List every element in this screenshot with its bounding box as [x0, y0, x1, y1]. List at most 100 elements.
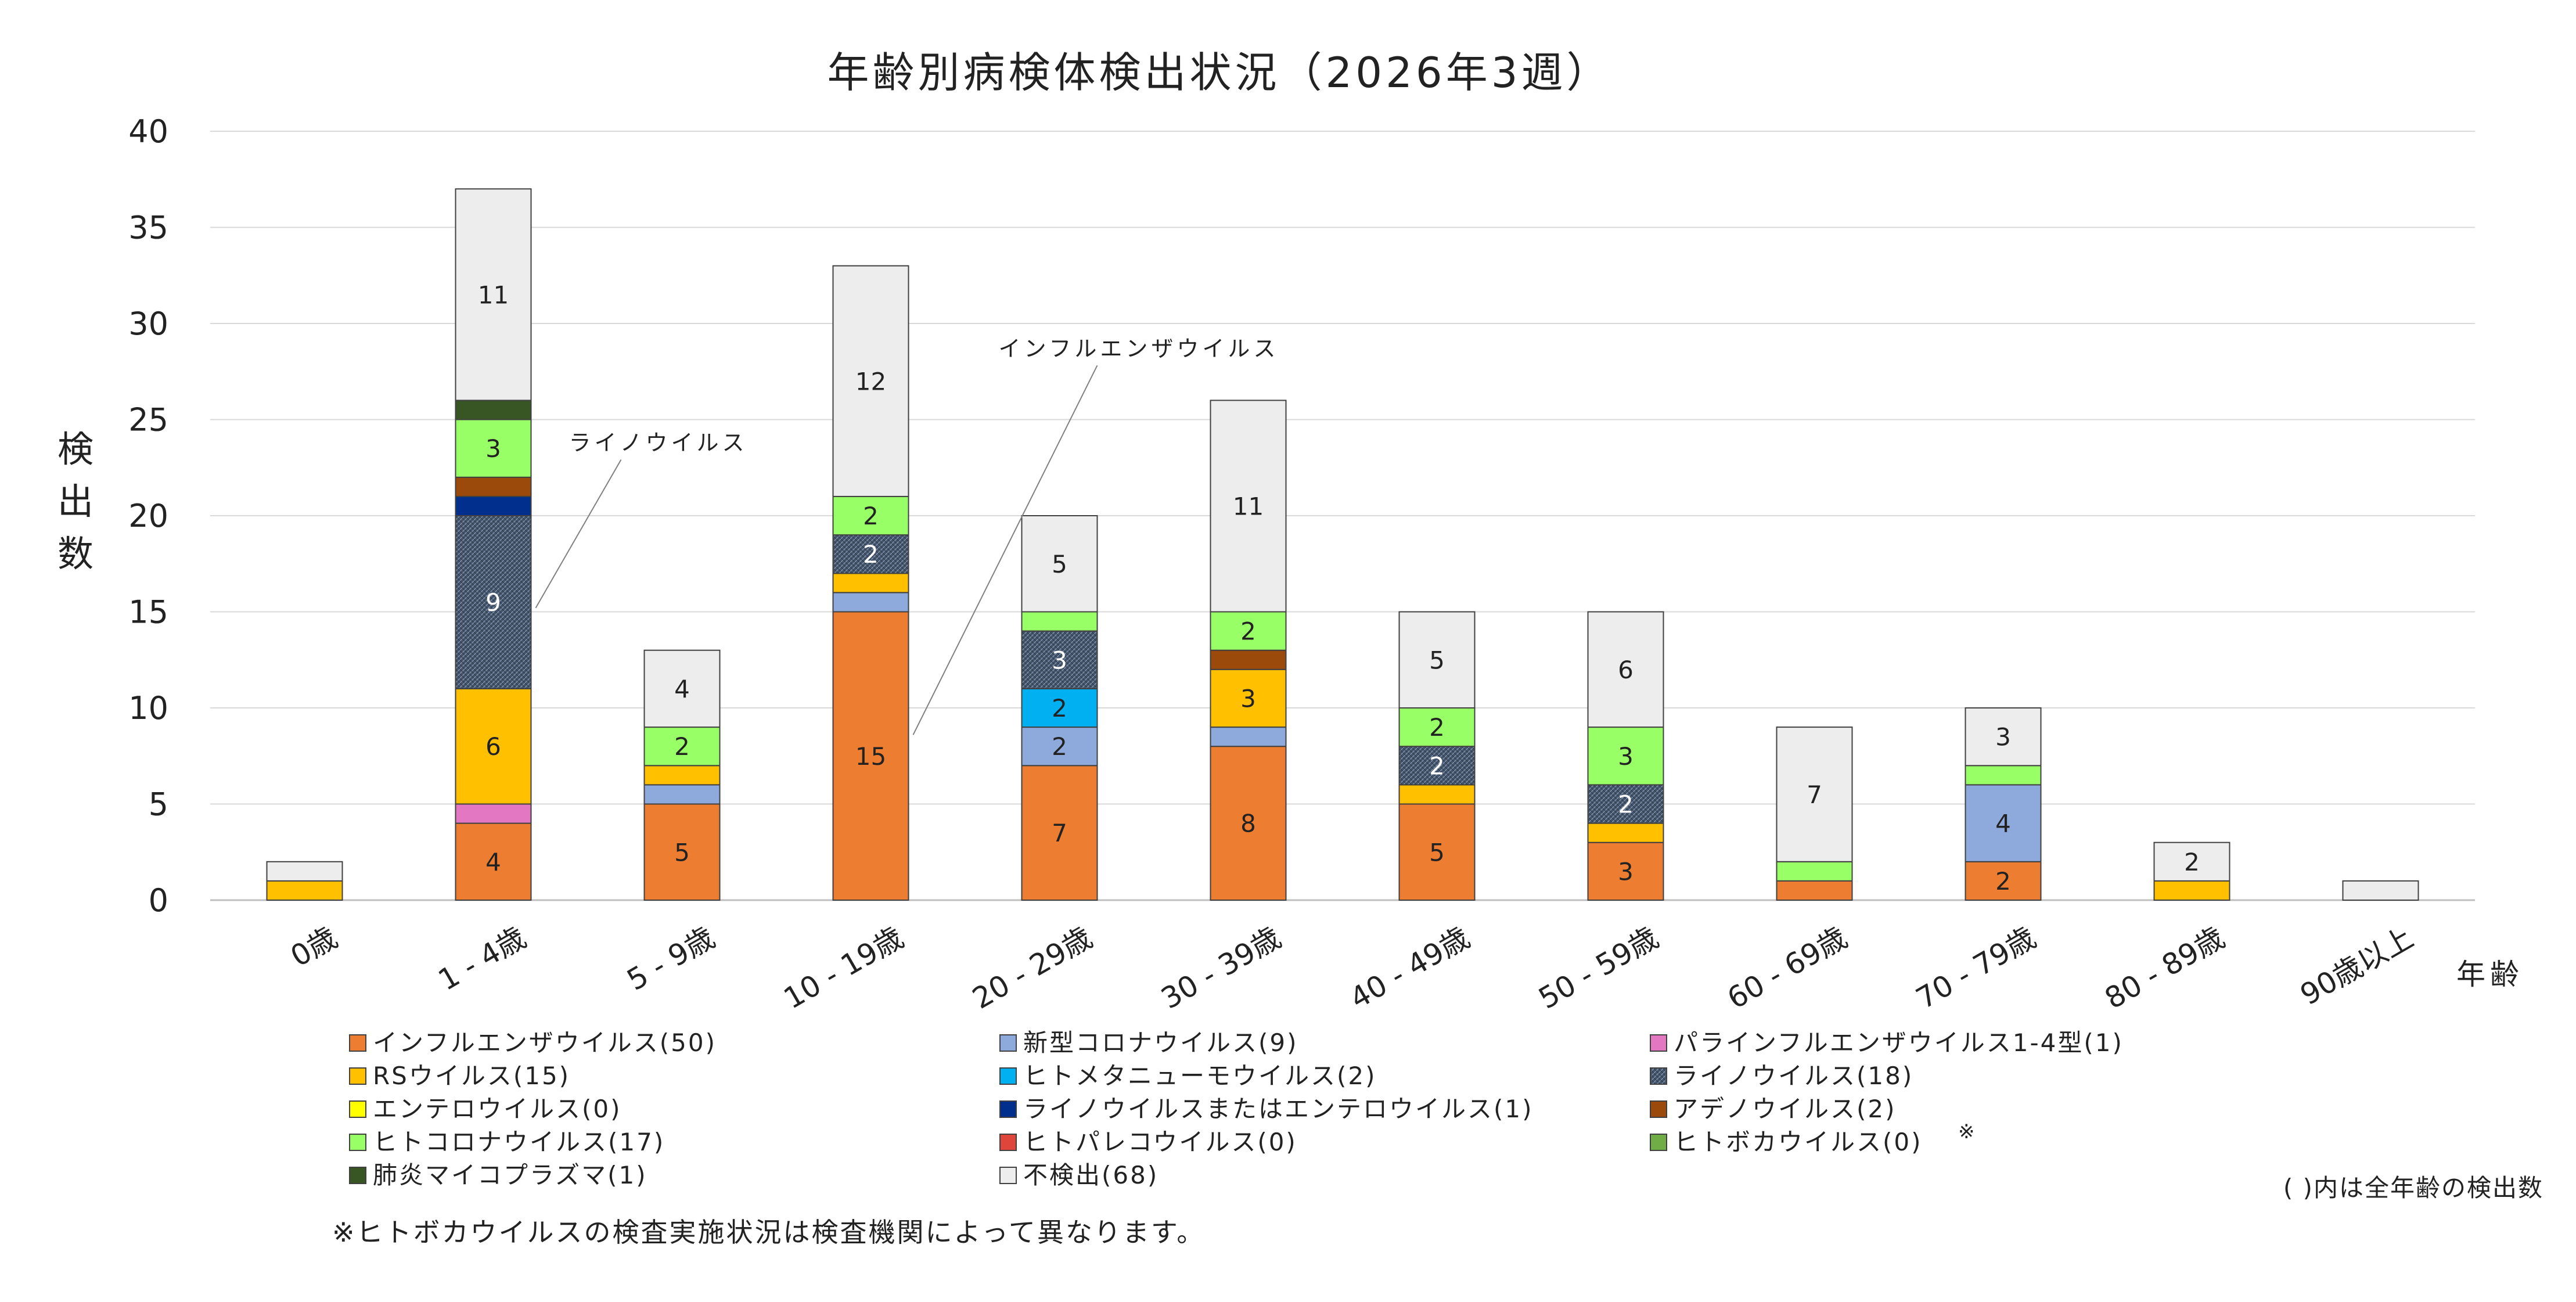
- data-label: 6: [485, 732, 501, 761]
- legend-entry: ヒトパレコウイルス(0): [1023, 1128, 1297, 1156]
- bar-segment: [1021, 515, 1098, 613]
- bar-segment: [832, 265, 909, 497]
- bar-segment: [1398, 803, 1476, 901]
- data-label: 8: [1240, 810, 1256, 838]
- y-axis-label-char: 数: [57, 533, 93, 575]
- bar-segment: [455, 803, 532, 824]
- data-label: 5: [674, 838, 690, 866]
- annotations: ライノウイルス インフルエンザウイルス: [535, 336, 1279, 735]
- bar-segment: [643, 649, 721, 728]
- y-tick-label: 25: [128, 402, 168, 438]
- legend-swatch: [1650, 1100, 1667, 1118]
- bar-segment: [1776, 726, 1853, 862]
- bar-segment: [1021, 726, 1098, 767]
- y-tick-label: 35: [128, 210, 168, 246]
- bar-segment: [1210, 746, 1287, 901]
- bar-segment: [1587, 822, 1664, 843]
- bar-segment: [832, 611, 909, 901]
- data-label: 12: [855, 367, 886, 395]
- bar-segment: [1398, 611, 1476, 708]
- x-category-label: 80 - 89歳: [2099, 920, 2230, 1016]
- legend-entry: 不検出(68): [1023, 1161, 1159, 1189]
- data-label: 11: [1233, 492, 1264, 520]
- legend-swatch: [999, 1067, 1017, 1085]
- data-label: 9: [485, 588, 501, 617]
- data-label: 2: [1052, 732, 1067, 761]
- data-label: 4: [674, 675, 690, 703]
- bar-segment: [643, 765, 721, 786]
- bar-segment: [1965, 765, 2042, 786]
- bars: [266, 188, 2419, 901]
- bar-segment: [643, 803, 721, 901]
- data-label: 3: [1618, 857, 1634, 886]
- y-axis-label: 検出数: [57, 428, 93, 575]
- bar-segment: [1587, 784, 1664, 824]
- bar-segment: [1398, 707, 1476, 747]
- bar-segment: [455, 688, 532, 805]
- data-label: 2: [1429, 751, 1445, 780]
- legend-swatch: [349, 1167, 366, 1184]
- x-category-label: 90歳以上: [2294, 920, 2419, 1012]
- bar-segment: [2342, 880, 2419, 901]
- data-label: 7: [1052, 819, 1067, 847]
- x-category-label: 5 - 9歳: [621, 920, 721, 997]
- y-tick-label: 5: [149, 786, 168, 823]
- y-axis-ticks: 0 5 10 15 20 25 30 35 40: [128, 113, 168, 919]
- data-label: 2: [2184, 848, 2200, 876]
- legend-swatch: [349, 1134, 366, 1151]
- legend-swatch: [1650, 1034, 1667, 1052]
- legend-swatch: [1650, 1067, 1667, 1085]
- legend-entry: RSウイルス(15): [373, 1062, 570, 1090]
- legend-swatch: [999, 1134, 1017, 1151]
- data-label: 2: [863, 502, 879, 530]
- x-category-label: 20 - 29歳: [967, 920, 1098, 1016]
- bar-segment: [1210, 726, 1287, 747]
- bar-segment: [832, 534, 909, 574]
- x-axis-label: 年齢: [2456, 958, 2524, 991]
- data-label: 6: [1618, 656, 1634, 684]
- legend-swatch: [349, 1067, 366, 1085]
- data-label: 4: [485, 848, 501, 876]
- bar-segment: [1587, 726, 1664, 786]
- bar-segment: [455, 400, 532, 420]
- bar-segment: [1776, 861, 1853, 882]
- bar-segment: [1776, 880, 1853, 901]
- bar-segment: [455, 822, 532, 901]
- data-label: 3: [485, 434, 501, 463]
- gridlines: [210, 131, 2475, 901]
- callout-label: インフルエンザウイルス: [999, 336, 1279, 361]
- bar-segment: [1398, 784, 1476, 805]
- legend-swatch: [349, 1100, 366, 1118]
- x-category-label: 50 - 59歳: [1533, 920, 1664, 1016]
- data-label: 3: [1240, 684, 1256, 713]
- callout-line: [912, 365, 1098, 735]
- legend-swatch: [999, 1034, 1017, 1052]
- y-tick-label: 15: [128, 594, 168, 631]
- legend-note-mark: ※: [1958, 1120, 1975, 1143]
- legend-entry: ライノウイルスまたはエンテロウイルス(1): [1023, 1095, 1534, 1123]
- bar-segment: [1021, 630, 1098, 689]
- chart-title: 年齢別病検体検出状況（2026年3週）: [827, 48, 1611, 97]
- y-axis-label-char: 検: [57, 428, 93, 470]
- x-category-label: 70 - 79歳: [1911, 920, 2042, 1016]
- bar-segment: [1210, 611, 1287, 651]
- y-axis-label-char: 出: [57, 480, 93, 523]
- y-tick-label: 30: [128, 305, 168, 342]
- bar-segment: [455, 419, 532, 478]
- data-label: 4: [1995, 810, 2011, 838]
- y-tick-label: 40: [128, 113, 168, 150]
- legend-entry: インフルエンザウイルス(50): [373, 1028, 717, 1057]
- legend-swatch: [999, 1167, 1017, 1184]
- legend-swatch: [999, 1100, 1017, 1118]
- legend-entry: パラインフルエンザウイルス1-4型(1): [1674, 1028, 2124, 1057]
- x-category-label: 10 - 19歳: [778, 920, 909, 1016]
- bar-segment: [1210, 649, 1287, 670]
- data-label: 3: [1618, 742, 1634, 771]
- bar-segment: [2153, 841, 2230, 882]
- legend-entry: 新型コロナウイルス(9): [1023, 1028, 1298, 1057]
- bar-segment: [1210, 400, 1287, 613]
- x-category-label: 60 - 69歳: [1722, 920, 1853, 1016]
- data-label: 3: [1052, 646, 1067, 674]
- legend-entry: ヒトコロナウイルス(17): [373, 1128, 665, 1156]
